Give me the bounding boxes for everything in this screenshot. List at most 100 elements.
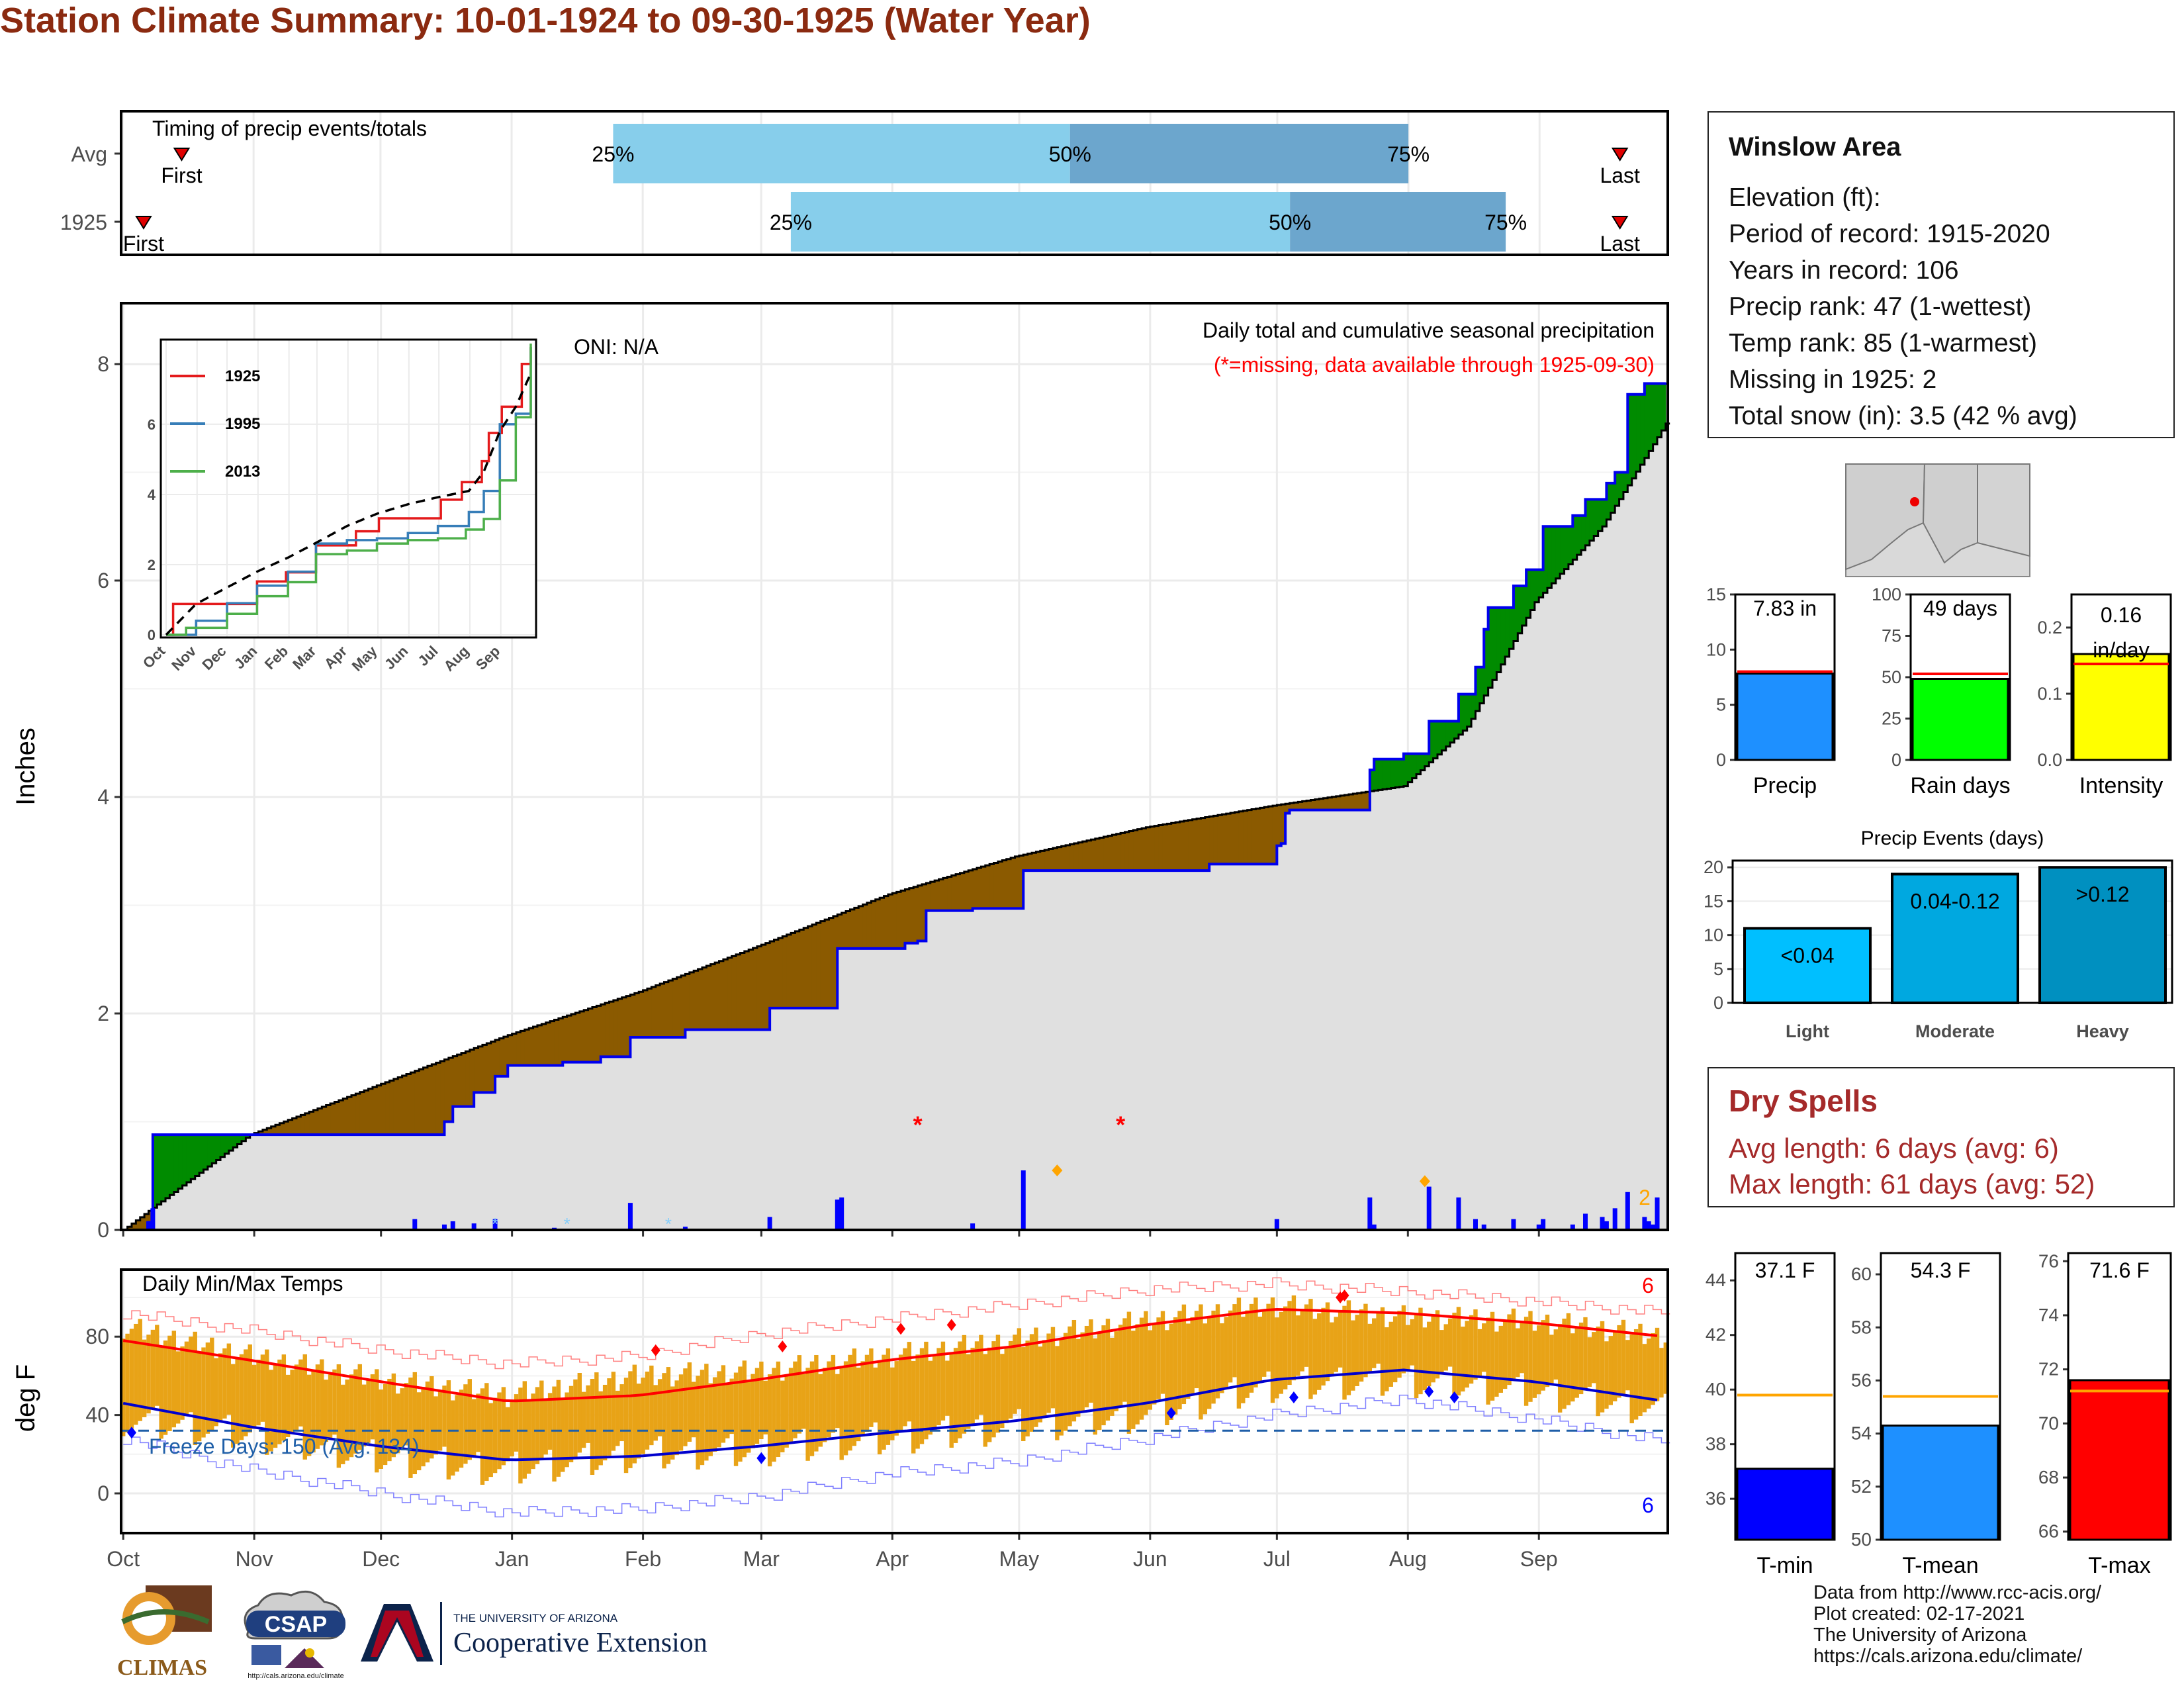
- events-xtick-label: Heavy: [2076, 1021, 2129, 1041]
- daily-temp-bar: [924, 1341, 929, 1440]
- record-low-marker: [1449, 1391, 1459, 1403]
- surplus-area: [1631, 394, 1637, 479]
- surplus-area: [1649, 383, 1654, 451]
- surplus-area: [1661, 383, 1666, 431]
- deficit-area: [520, 1031, 525, 1066]
- deficit-area: [1319, 798, 1324, 810]
- daily-temp-bar: [248, 1344, 252, 1432]
- daily-temp-bar: [1093, 1338, 1097, 1435]
- daily-temp-bar: [949, 1354, 954, 1448]
- observed-cumulative-line: [123, 382, 1667, 1231]
- daily-temp-bar: [518, 1387, 523, 1483]
- daily-temp-bar: [506, 1407, 510, 1462]
- precip_total-ytick-label: 10: [1706, 639, 1726, 659]
- daily-temp-bar: [1122, 1318, 1127, 1402]
- deficit-area: [516, 1032, 522, 1066]
- daily-temp-bar: [332, 1369, 337, 1435]
- tmin-value-bar: [1736, 1468, 1834, 1541]
- daily-temp-bar: [357, 1364, 362, 1450]
- daily-temp-bar: [793, 1361, 797, 1438]
- deficit-area: [267, 1128, 272, 1135]
- credit-url: https://cals.arizona.edu/climate/: [1813, 1646, 2083, 1667]
- daily-temp-bar: [210, 1337, 214, 1430]
- tmin-value-label: 37.1 F: [1755, 1258, 1815, 1282]
- daily-precip-bar: [835, 1199, 840, 1230]
- daily-temp-bar: [1000, 1354, 1005, 1429]
- deficit-area: [871, 901, 876, 949]
- deficit-area: [304, 1113, 310, 1135]
- daily-temp-bar: [189, 1336, 193, 1413]
- dry-spells-max: Max length: 61 days (avg: 52): [1729, 1168, 2095, 1199]
- daily-temp-bar: [1076, 1338, 1081, 1417]
- temps-ytick-label: 0: [97, 1481, 109, 1505]
- daily-temp-bar: [1541, 1320, 1545, 1391]
- deficit-area: [639, 992, 644, 1037]
- daily-temp-bar: [1186, 1323, 1191, 1399]
- deficit-area: [841, 912, 846, 949]
- surplus-area: [224, 1135, 230, 1154]
- daily-temp-bar: [396, 1393, 400, 1454]
- events-bar-label: 0.04-0.12: [1910, 889, 1999, 913]
- daily-temp-bar: [488, 1403, 493, 1477]
- avg-cumulative-line: [123, 422, 1670, 1231]
- daily-temp-bar: [1427, 1321, 1432, 1387]
- daily-temp-bar: [306, 1374, 312, 1456]
- temps-xtick-label: Aug: [1389, 1547, 1427, 1571]
- deficit-area: [533, 1027, 538, 1066]
- daily-temp-bar: [1118, 1325, 1123, 1407]
- deficit-area: [1095, 838, 1100, 871]
- daily-temp-bar: [1270, 1297, 1275, 1403]
- deficit-area: [334, 1102, 340, 1135]
- deficit-area: [406, 1074, 411, 1135]
- daily-temp-bar: [1351, 1320, 1355, 1391]
- daily-temp-bar: [315, 1364, 320, 1449]
- daily-temp-bar: [882, 1354, 886, 1450]
- daily-temp-bar: [543, 1399, 548, 1455]
- daily-temp-bar: [607, 1378, 612, 1456]
- daily-temp-bar: [421, 1387, 426, 1467]
- surplus-area: [1500, 607, 1506, 665]
- daily-temp-bar: [598, 1391, 603, 1466]
- daily-temp-bar: [1017, 1328, 1022, 1409]
- daily-temp-bar: [404, 1383, 409, 1446]
- deficit-area: [529, 1028, 534, 1066]
- daily-temp-bar: [674, 1380, 679, 1456]
- daily-temp-bar: [311, 1369, 316, 1453]
- avg-max-line: [122, 1307, 1658, 1403]
- deficit-area: [782, 936, 788, 1008]
- surplus-area: [1479, 667, 1484, 704]
- daily-temp-bar: [1199, 1304, 1203, 1420]
- deficit-area: [917, 885, 923, 941]
- deficit-area: [296, 1116, 301, 1135]
- daily-temp-bar: [353, 1369, 358, 1454]
- deficit-area: [981, 867, 986, 909]
- daily-temp-bar: [729, 1378, 734, 1434]
- tmax-value-bar: [2069, 1379, 2170, 1541]
- deficit-area: [1107, 835, 1113, 871]
- tmean-ytick-label: 52: [1851, 1476, 1872, 1497]
- daily-temp-bar: [361, 1384, 367, 1447]
- deficit-area: [131, 1223, 136, 1230]
- daily-temp-bar: [780, 1380, 785, 1452]
- daily-temp-bar: [1406, 1325, 1410, 1370]
- record-high-marker: [651, 1344, 660, 1356]
- tmax-value-label: 71.6 F: [2089, 1258, 2150, 1282]
- deficit-area: [630, 994, 635, 1037]
- deficit-area: [829, 917, 834, 1008]
- deficit-area: [744, 951, 749, 1030]
- daily-temp-bar: [180, 1346, 185, 1420]
- daily-temp-bar: [1342, 1305, 1347, 1400]
- deficit-area: [1124, 831, 1130, 871]
- surplus-area: [1522, 586, 1527, 626]
- deficit-area: [309, 1111, 314, 1135]
- daily-temp-bar: [1334, 1317, 1338, 1372]
- daily-temp-bar: [1211, 1310, 1216, 1404]
- deficit-area: [1069, 844, 1075, 871]
- ua-logo-big: Cooperative Extension: [453, 1628, 707, 1658]
- daily-precip-bar: [767, 1217, 772, 1230]
- events-ytick-label: 20: [1704, 857, 1723, 877]
- precip-missing-note: (*=missing, data available through 1925-…: [1214, 353, 1655, 377]
- last-event-marker: [1611, 148, 1629, 162]
- precip_total-value-label: 7.83 in: [1753, 596, 1817, 620]
- deficit-area: [1272, 806, 1277, 865]
